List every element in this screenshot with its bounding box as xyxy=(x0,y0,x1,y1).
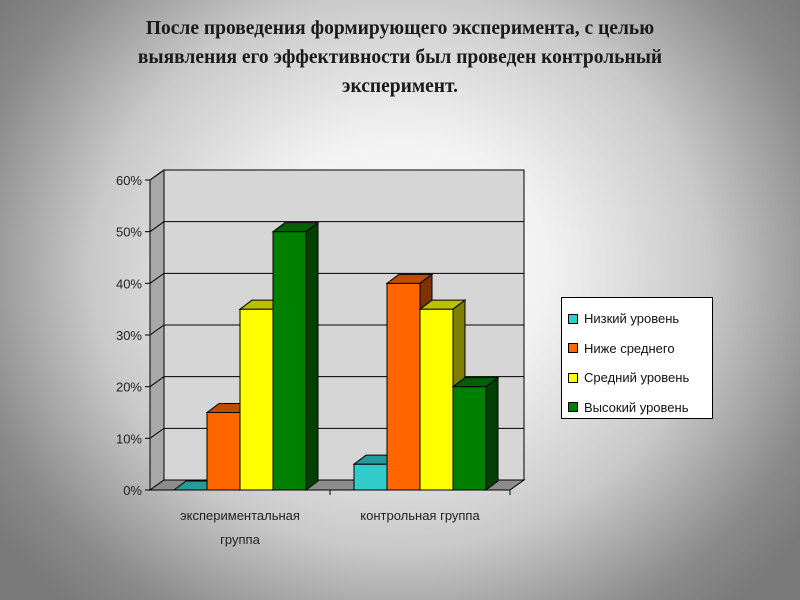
title-line-3: эксперимент. xyxy=(342,76,458,97)
legend-item: Ниже среднего xyxy=(568,334,712,364)
bar-front xyxy=(419,308,454,491)
title-line-2: выявления его эффективности был проведен… xyxy=(137,47,663,68)
legend-label: Ниже среднего xyxy=(584,340,675,356)
x-category-label: экспериментальная группа xyxy=(180,508,300,547)
x-category-label: контрольная группа xyxy=(360,508,480,523)
bar-front xyxy=(239,308,274,491)
gridline xyxy=(149,221,524,233)
bar-front xyxy=(206,412,241,491)
gridline xyxy=(149,169,524,181)
bar-side xyxy=(305,221,319,491)
bar xyxy=(271,221,320,491)
legend-swatch xyxy=(568,372,578,383)
bar-front xyxy=(386,282,421,491)
y-tick-label: 50% xyxy=(116,225,142,240)
gridline xyxy=(149,272,524,284)
y-tick-label: 20% xyxy=(116,380,142,395)
y-tick-label: 40% xyxy=(116,276,142,291)
title-line-1: После проведения формирующего эксперимен… xyxy=(145,18,655,39)
y-tick-label: 60% xyxy=(116,173,142,188)
slide-title: После проведения формирующего эксперимен… xyxy=(40,14,760,101)
y-tick-label: 10% xyxy=(116,431,142,446)
bar-front xyxy=(353,463,388,491)
legend-swatch xyxy=(568,402,578,413)
legend-label: Низкий уровень xyxy=(584,311,680,327)
legend-item: Низкий уровень xyxy=(568,304,712,334)
bar-side xyxy=(485,376,499,491)
bar xyxy=(451,376,500,491)
chart-legend: Низкий уровень Ниже среднего Средний урове… xyxy=(561,297,713,419)
bar xyxy=(418,299,467,491)
legend-swatch xyxy=(568,343,578,354)
bar-front xyxy=(452,386,487,491)
y-tick-label: 30% xyxy=(116,328,142,343)
legend-swatch xyxy=(568,313,578,324)
legend-label: Средний уровень xyxy=(584,370,690,386)
legend-item: Высокий уровень xyxy=(568,393,712,423)
y-tick-label: 0% xyxy=(123,483,142,498)
bar-front xyxy=(272,231,307,491)
legend-label: Высокий уровень xyxy=(584,399,689,415)
legend-item: Средний уровень xyxy=(568,363,712,393)
